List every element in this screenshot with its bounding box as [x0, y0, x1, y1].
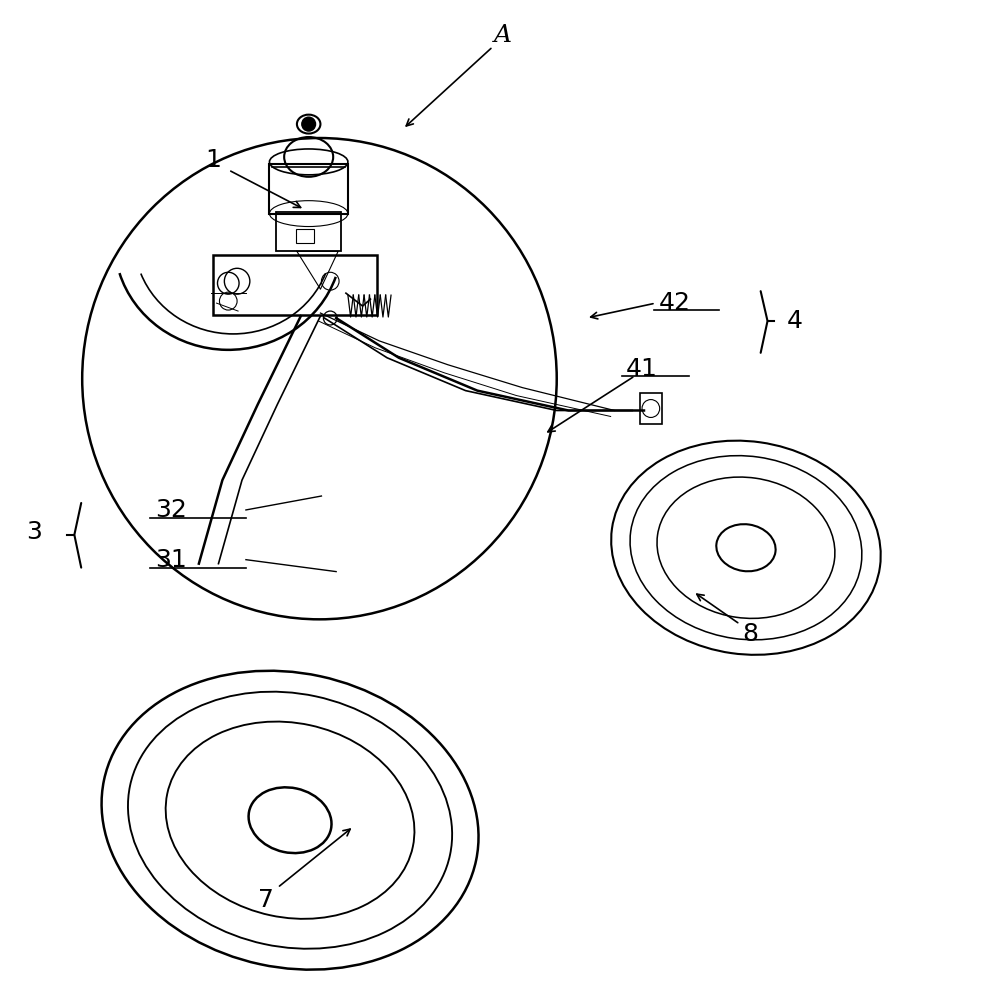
Text: 4: 4: [787, 309, 803, 333]
Circle shape: [302, 117, 316, 131]
Text: 1: 1: [206, 148, 222, 172]
Bar: [640, 393, 662, 424]
Bar: [276, 212, 341, 251]
Text: 42: 42: [659, 291, 690, 315]
Text: 3: 3: [27, 520, 42, 544]
Text: 32: 32: [156, 498, 187, 522]
Text: 31: 31: [156, 548, 187, 572]
Text: 41: 41: [626, 357, 658, 381]
Bar: [213, 255, 378, 315]
Bar: [269, 164, 348, 214]
Text: 8: 8: [741, 622, 758, 646]
Text: A: A: [494, 24, 512, 47]
Text: 7: 7: [257, 888, 273, 912]
Bar: [296, 229, 314, 243]
